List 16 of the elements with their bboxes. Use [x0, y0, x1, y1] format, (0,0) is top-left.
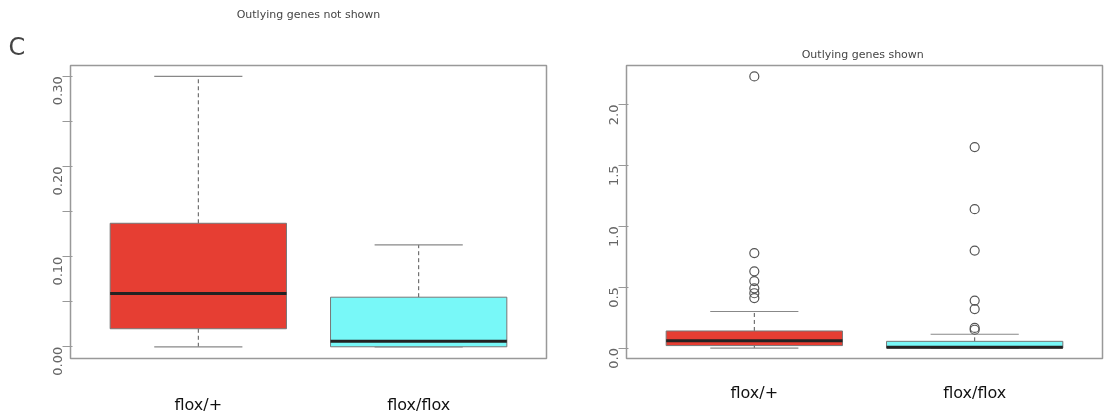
y-tick-label: 1.5: [606, 165, 621, 187]
y-tick-label: 1.0: [606, 226, 621, 247]
y-tick-label: 0.00: [50, 346, 65, 376]
x-tick-label: flox/flox: [943, 382, 1007, 402]
y-tick-label: 0.10: [50, 256, 65, 286]
chart-title: Outlying genes not shown: [236, 7, 381, 21]
y-tick-label: 2.0: [606, 104, 621, 126]
x-tick-label: flox/+: [174, 394, 223, 414]
chart-title: Outlying genes shown: [801, 47, 924, 61]
text: C: [8, 32, 26, 61]
y-tick-label: 0.5: [606, 287, 621, 308]
x-tick-label: flox/flox: [387, 394, 451, 414]
y-tick-label: 0.20: [50, 166, 65, 196]
x-tick-label: flox/+: [730, 382, 779, 402]
y-tick-label: 0.0: [606, 348, 621, 369]
y-tick-label: 0.30: [50, 76, 65, 106]
